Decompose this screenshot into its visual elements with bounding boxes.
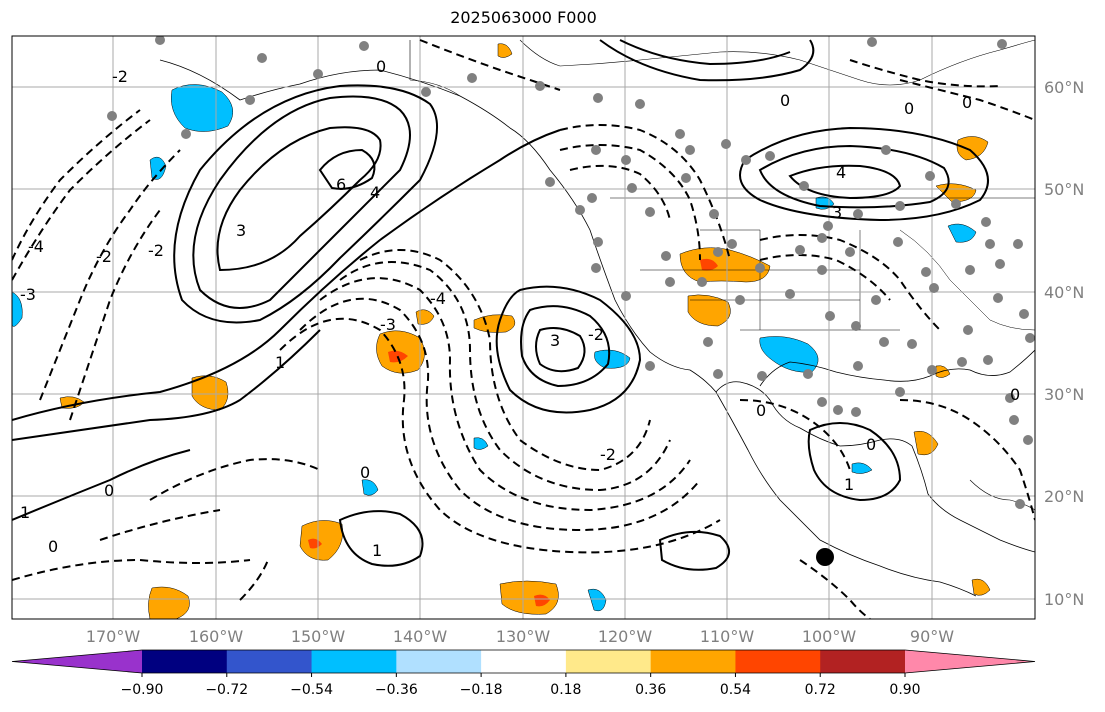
- svg-text:0: 0: [866, 435, 876, 454]
- colorbar-segment: [226, 650, 313, 673]
- map-frame: [11, 35, 1036, 620]
- svg-text:1: 1: [372, 541, 382, 560]
- latitude-labels: 60°N 50°N 40°N 30°N 20°N 10°N: [1044, 78, 1084, 609]
- svg-text:0: 0: [780, 91, 790, 110]
- contour-labels: 6 4 3 1 0 1 1 3 3 4 1 0 0 -2 -2 -3 -4 -2…: [20, 57, 1020, 560]
- svg-text:-3: -3: [380, 315, 396, 334]
- svg-text:0: 0: [962, 93, 972, 112]
- lat-label: 20°N: [1044, 487, 1084, 506]
- positive-anomaly-area: [956, 136, 989, 161]
- svg-text:1: 1: [275, 353, 285, 372]
- svg-text:-2: -2: [148, 241, 164, 260]
- colorbar-tick-label: 0.54: [720, 682, 751, 698]
- colorbar-segment: [735, 650, 821, 673]
- lon-label: 140°W: [393, 627, 448, 646]
- map-plot-area: 6 4 3 1 0 1 1 3 3 4 1 0 0 -2 -2 -3 -4 -2…: [12, 36, 1035, 619]
- colorbar-segment: [820, 650, 906, 673]
- station-dots: [107, 36, 1035, 509]
- colorbar-segment: [311, 650, 397, 673]
- colorbar-tick-label: −0.54: [290, 682, 333, 698]
- negative-anomaly-area: [594, 349, 631, 369]
- svg-text:-3: -3: [20, 285, 36, 304]
- positive-contours: [12, 39, 989, 571]
- positive-anomaly-area: [534, 594, 550, 607]
- svg-text:0: 0: [104, 481, 114, 500]
- negative-anomaly-area: [473, 437, 489, 450]
- svg-text:4: 4: [836, 163, 846, 182]
- lon-label: 160°W: [189, 627, 244, 646]
- colorbar-extend-low: [12, 650, 142, 673]
- colorbar-tick-label: −0.72: [205, 682, 248, 698]
- positive-anomaly-area: [299, 520, 343, 561]
- svg-text:0: 0: [376, 57, 386, 76]
- svg-text:-2: -2: [600, 445, 616, 464]
- svg-text:0: 0: [1010, 385, 1020, 404]
- colorbar-tick-label: 0.72: [805, 682, 836, 698]
- svg-text:4: 4: [370, 183, 380, 202]
- negative-anomaly-area: [171, 84, 234, 132]
- coastlines: [159, 39, 1035, 597]
- negative-anomaly-area: [587, 588, 607, 612]
- svg-text:0: 0: [360, 463, 370, 482]
- lon-label: 110°W: [700, 627, 755, 646]
- colorbar-extend-high: [905, 650, 1035, 673]
- positive-anomaly-area: [191, 375, 229, 411]
- svg-text:-4: -4: [28, 237, 44, 256]
- positive-anomaly-area: [679, 247, 771, 283]
- positive-anomaly-area: [971, 578, 991, 596]
- colorbar-tick-label: 0.90: [889, 682, 920, 698]
- lat-label: 40°N: [1044, 283, 1084, 302]
- colorbar-segment: [650, 650, 736, 673]
- lon-label: 120°W: [598, 627, 653, 646]
- positive-anomaly-area: [687, 294, 731, 327]
- lon-label: 170°W: [86, 627, 141, 646]
- svg-text:-2: -2: [112, 67, 128, 86]
- svg-text:3: 3: [550, 331, 560, 350]
- lat-label: 10°N: [1044, 590, 1084, 609]
- svg-text:1: 1: [844, 475, 854, 494]
- negative-anomaly-area: [361, 479, 379, 496]
- positive-anomaly-area: [148, 586, 190, 619]
- svg-text:6: 6: [336, 175, 346, 194]
- positive-anomaly-area: [497, 43, 513, 58]
- colorbar-tick-label: 0.36: [635, 682, 666, 698]
- negative-anomaly-area: [12, 291, 23, 327]
- negative-contours: [12, 39, 1035, 619]
- lon-label: 130°W: [496, 627, 551, 646]
- colorbar-segment: [142, 650, 228, 673]
- svg-text:-4: -4: [430, 289, 446, 308]
- positive-anomaly-area: [499, 580, 559, 615]
- colorbar: −0.90 −0.72 −0.54 −0.36 −0.18 0.18 0.36 0.54 0.7…: [11, 649, 1036, 698]
- colorbar-tick-label: −0.90: [121, 682, 164, 698]
- svg-text:-2: -2: [96, 247, 112, 266]
- negative-anomaly-area: [851, 462, 873, 474]
- lon-label: 90°W: [910, 627, 954, 646]
- svg-text:0: 0: [756, 401, 766, 420]
- colorbar-segment: [565, 650, 652, 673]
- svg-text:1: 1: [20, 503, 30, 522]
- colorbar-segment: [481, 650, 567, 673]
- lon-label: 150°W: [291, 627, 346, 646]
- lat-label: 30°N: [1044, 385, 1084, 404]
- lat-label: 60°N: [1044, 78, 1084, 97]
- svg-text:3: 3: [832, 203, 842, 222]
- lat-label: 50°N: [1044, 180, 1084, 199]
- svg-text:0: 0: [904, 99, 914, 118]
- colorbar-tick-label: −0.18: [460, 682, 503, 698]
- positive-anomaly-area: [700, 258, 718, 271]
- colorbar-tick-label: −0.36: [375, 682, 418, 698]
- colorbar-tick-label: 0.18: [550, 682, 581, 698]
- graticule: [12, 36, 1035, 619]
- positive-anomaly-area: [935, 365, 951, 378]
- lon-label: 100°W: [802, 627, 857, 646]
- colorbar-segment: [396, 650, 482, 673]
- longitude-labels: 170°W 160°W 150°W 140°W 130°W 120°W 110°…: [86, 627, 954, 646]
- tropical-storm-marker: [816, 548, 834, 566]
- negative-anomaly-area: [947, 223, 977, 243]
- svg-text:0: 0: [48, 537, 58, 556]
- svg-text:3: 3: [236, 221, 246, 240]
- map-title: 2025063000 F000: [450, 8, 597, 27]
- svg-text:-2: -2: [588, 325, 604, 344]
